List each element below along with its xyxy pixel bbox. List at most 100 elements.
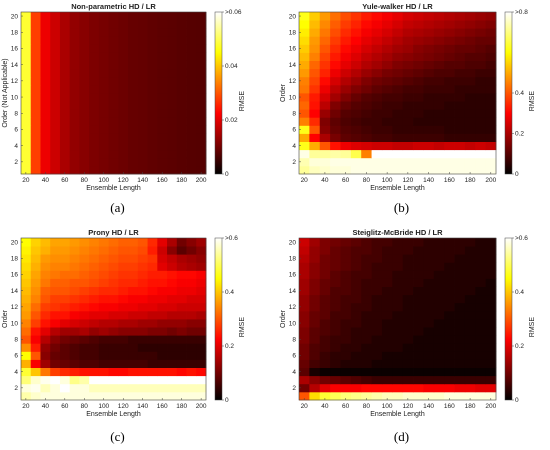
heatmap-cell <box>79 109 90 118</box>
x-tick-label: 120 <box>402 177 413 184</box>
heatmap-cell <box>433 351 445 360</box>
heatmap-cell <box>330 20 341 29</box>
heatmap-cell <box>59 52 71 61</box>
heatmap-cell <box>50 60 61 70</box>
heatmap-cell <box>108 44 119 53</box>
heatmap-cell <box>392 359 404 368</box>
heatmap-cell <box>319 367 331 377</box>
y-tick-label: 2 <box>14 159 18 166</box>
heatmap-cell <box>413 375 424 385</box>
heatmap-cell <box>413 20 424 29</box>
heatmap-cell <box>299 270 310 279</box>
heatmap-cell <box>128 246 139 255</box>
heatmap-cell <box>454 319 466 328</box>
heatmap-cell <box>176 84 187 94</box>
y-tick-label: 6 <box>14 127 18 134</box>
x-tick-label: 80 <box>81 403 89 410</box>
heatmap-cell <box>30 343 41 352</box>
heatmap-cell <box>433 84 445 94</box>
heatmap-cell <box>485 12 497 21</box>
heatmap-cell <box>147 84 158 94</box>
heatmap-cell <box>186 68 197 78</box>
heatmap-cell <box>423 12 435 21</box>
heatmap-cell <box>475 12 487 21</box>
heatmap-cell <box>340 327 352 336</box>
heatmap-cell <box>40 367 51 377</box>
heatmap-cell <box>350 335 362 344</box>
heatmap-cell <box>118 375 129 385</box>
heatmap-cell <box>157 36 168 45</box>
heatmap-cell <box>40 359 51 368</box>
heatmap-cell <box>89 44 100 53</box>
heatmap-cell <box>454 20 466 29</box>
heatmap-cell <box>137 335 148 344</box>
heatmap-cell <box>98 52 110 61</box>
heatmap-cell <box>371 133 383 142</box>
heatmap-cell <box>118 286 129 296</box>
heatmap-cell <box>186 12 197 21</box>
heatmap-cell <box>361 238 372 247</box>
heatmap-cell <box>40 76 51 86</box>
chart-title: Yule-walker HD / LR <box>362 2 433 11</box>
heatmap-cell <box>79 367 90 377</box>
heatmap-cell <box>361 246 372 255</box>
heatmap-cell <box>89 375 100 385</box>
heatmap-cell <box>167 335 178 344</box>
heatmap-cell <box>299 246 310 255</box>
heatmap-cell <box>485 262 497 271</box>
heatmap-cell <box>186 60 197 70</box>
heatmap-cell <box>392 157 404 167</box>
heatmap-cell <box>186 310 197 320</box>
heatmap-cell <box>79 117 90 126</box>
heatmap-cell <box>69 28 80 37</box>
heatmap-cell <box>402 84 414 94</box>
heatmap-cell <box>157 327 168 336</box>
heatmap-cell <box>330 343 341 352</box>
heatmap-cell <box>444 93 455 102</box>
heatmap-cell <box>157 335 168 344</box>
heatmap-cell <box>89 60 100 70</box>
heatmap-cell <box>167 375 178 385</box>
heatmap-cell <box>454 246 466 255</box>
heatmap-cell <box>330 125 341 134</box>
heatmap-cell <box>433 319 445 328</box>
y-tick-label: 4 <box>14 143 18 150</box>
heatmap-cell <box>464 246 476 255</box>
heatmap-cell <box>319 254 331 263</box>
heatmap-cell <box>79 335 90 344</box>
heatmap-cell <box>485 20 497 29</box>
heatmap-cell <box>128 125 139 134</box>
heatmap-cell <box>30 335 41 344</box>
heatmap-cell <box>89 84 100 94</box>
heatmap-cell <box>381 28 393 37</box>
colorbar-tick-label: 0.4 <box>515 289 524 296</box>
heatmap-cell <box>309 101 321 110</box>
heatmap-cell <box>147 60 158 70</box>
heatmap-cell <box>30 270 41 279</box>
heatmap-cell <box>118 294 129 304</box>
heatmap-cell <box>475 310 487 320</box>
heatmap-cell <box>59 36 71 45</box>
heatmap-cell <box>59 262 71 271</box>
heatmap-cell <box>128 109 139 118</box>
heatmap-cell <box>128 52 139 61</box>
heatmap-cell <box>40 157 51 167</box>
heatmap-cell <box>137 52 148 61</box>
heatmap-cell <box>98 133 110 142</box>
x-tick-label: 40 <box>42 177 50 184</box>
heatmap-cell <box>392 68 404 78</box>
heatmap-cell <box>59 84 71 94</box>
heatmap-cell <box>176 117 187 126</box>
heatmap-cell <box>89 133 100 142</box>
heatmap-cell <box>196 109 207 118</box>
heatmap-cell <box>454 141 466 151</box>
heatmap-cell <box>330 375 341 385</box>
heatmap-cell <box>59 367 71 377</box>
x-tick-label: 120 <box>118 177 129 184</box>
heatmap-cell <box>137 238 148 247</box>
heatmap-cell <box>392 93 404 102</box>
heatmap-cell <box>167 294 178 304</box>
heatmap-cell <box>137 12 148 21</box>
heatmap-cell <box>361 270 372 279</box>
heatmap-cell <box>454 343 466 352</box>
